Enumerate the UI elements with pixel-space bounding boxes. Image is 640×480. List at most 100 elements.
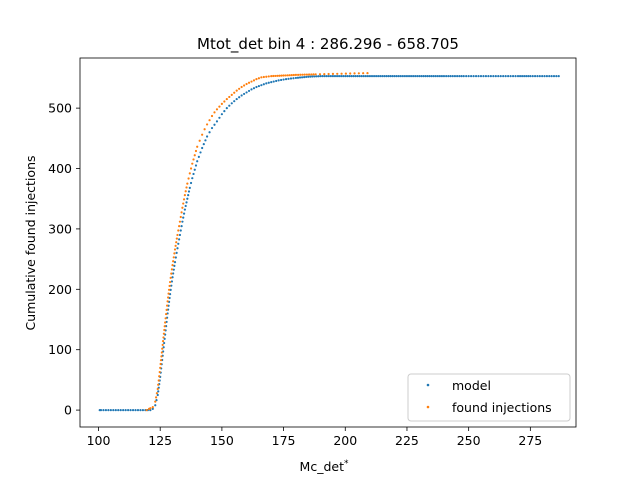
- data-point: [127, 408, 130, 412]
- data-point: [391, 75, 394, 78]
- data-point: [321, 75, 324, 78]
- data-point: [299, 73, 302, 76]
- data-point: [165, 308, 168, 311]
- data-point: [223, 110, 226, 113]
- data-point: [272, 80, 275, 83]
- data-point: [145, 408, 148, 412]
- data-point: [344, 75, 347, 78]
- data-point: [166, 296, 170, 299]
- data-point: [340, 75, 343, 78]
- data-point: [538, 75, 541, 78]
- data-point: [298, 76, 302, 79]
- data-point: [172, 268, 175, 271]
- data-point: [300, 76, 304, 79]
- data-point: [188, 172, 191, 175]
- data-point: [521, 75, 524, 78]
- data-point: [189, 181, 193, 185]
- data-point: [242, 92, 246, 96]
- data-point: [372, 75, 376, 78]
- data-point: [247, 89, 251, 93]
- data-point: [159, 362, 162, 366]
- data-point: [181, 220, 184, 223]
- data-point: [284, 74, 287, 77]
- data-point: [233, 91, 236, 94]
- data-point: [194, 149, 198, 153]
- data-point: [335, 75, 339, 78]
- data-point: [168, 280, 172, 284]
- data-point: [230, 93, 233, 96]
- data-point: [157, 379, 160, 382]
- data-point: [358, 75, 361, 78]
- data-point: [205, 135, 209, 138]
- data-point: [451, 75, 454, 78]
- data-point: [156, 393, 159, 397]
- data-point: [179, 215, 182, 219]
- data-point: [250, 80, 253, 83]
- data-point: [317, 75, 320, 78]
- data-point: [550, 75, 553, 78]
- data-point: [107, 408, 110, 412]
- data-point: [185, 201, 188, 204]
- series-layer: [98, 71, 560, 412]
- data-point: [171, 264, 174, 267]
- data-point: [158, 370, 161, 374]
- data-point: [267, 81, 270, 84]
- data-point: [323, 75, 326, 78]
- data-point: [175, 237, 178, 240]
- data-point: [434, 75, 437, 78]
- y-tick-label: 100: [48, 342, 72, 357]
- data-point: [175, 251, 178, 254]
- data-point: [470, 75, 473, 78]
- data-point: [309, 75, 312, 78]
- data-point: [208, 131, 211, 134]
- data-point: [277, 79, 280, 82]
- data-point: [531, 75, 534, 78]
- data-point: [353, 72, 356, 75]
- data-point: [191, 162, 194, 165]
- data-point: [262, 83, 265, 86]
- data-point: [442, 75, 446, 78]
- data-point: [163, 328, 166, 332]
- data-point: [403, 75, 407, 78]
- legend-label-found-injections: found injections: [452, 400, 552, 415]
- data-point: [379, 75, 382, 78]
- data-point: [313, 75, 316, 78]
- data-point: [260, 76, 263, 79]
- data-point: [288, 74, 291, 77]
- data-point: [499, 75, 502, 78]
- data-point: [225, 97, 228, 101]
- series-model: [98, 75, 560, 412]
- data-point: [193, 168, 196, 171]
- data-point: [307, 73, 311, 76]
- data-point: [497, 75, 500, 78]
- data-point: [282, 74, 285, 77]
- x-axis-ticks: 100 125 150 175 200 225 250 275: [87, 427, 542, 448]
- data-point: [173, 248, 177, 251]
- data-point: [161, 343, 164, 346]
- data-point: [191, 177, 194, 180]
- data-point: [187, 190, 191, 193]
- data-point: [262, 75, 265, 79]
- data-point: [502, 75, 505, 78]
- data-point: [197, 155, 200, 158]
- data-point: [414, 75, 417, 78]
- data-point: [178, 224, 181, 228]
- data-point: [170, 280, 174, 283]
- data-point: [204, 139, 207, 142]
- data-point: [370, 75, 374, 78]
- data-point: [124, 408, 127, 412]
- data-point: [184, 190, 187, 193]
- data-point: [487, 75, 490, 78]
- data-point: [213, 123, 216, 126]
- data-point: [193, 154, 196, 157]
- plot-area: [79, 57, 577, 428]
- data-point: [331, 75, 335, 78]
- data-point: [492, 75, 495, 78]
- data-point: [99, 408, 103, 412]
- data-point: [162, 336, 165, 339]
- data-point: [529, 75, 532, 78]
- data-point: [348, 75, 351, 78]
- data-point: [338, 75, 341, 78]
- data-point: [156, 387, 159, 391]
- data-point: [189, 167, 193, 170]
